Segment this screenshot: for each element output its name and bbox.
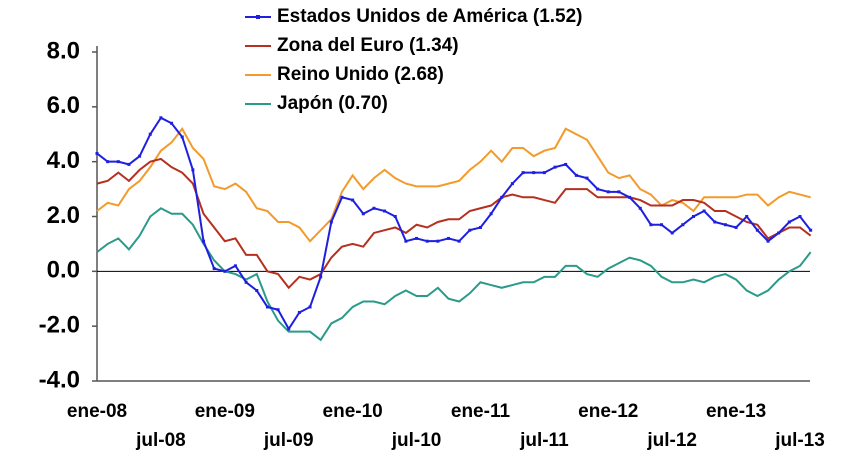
point-marker — [681, 223, 685, 227]
point-marker — [212, 267, 216, 271]
point-marker — [340, 195, 344, 199]
legend-label: Reino Unido (2.68) — [277, 64, 444, 85]
point-marker — [755, 228, 759, 232]
point-marker — [265, 305, 269, 309]
point-marker — [564, 162, 568, 166]
point-marker — [361, 212, 365, 216]
point-marker — [393, 215, 397, 218]
point-marker — [734, 225, 738, 229]
point-marker — [404, 239, 408, 243]
point-marker — [489, 212, 493, 216]
point-marker — [202, 239, 206, 243]
point-marker — [532, 171, 536, 175]
point-marker — [500, 195, 504, 199]
legend-label: Estados Unidos de América (1.52) — [277, 6, 583, 27]
point-marker — [415, 236, 419, 240]
point-marker — [170, 121, 174, 125]
point-marker — [553, 165, 557, 169]
point-marker — [223, 269, 227, 273]
legend-marker — [256, 15, 260, 19]
point-marker — [766, 239, 770, 243]
point-marker — [180, 135, 184, 139]
y-tick-label: -4.0 — [39, 366, 80, 393]
x-tick-label: ene-11 — [451, 401, 511, 422]
series-line — [96, 116, 812, 331]
x-tick-label: jul-11 — [519, 430, 569, 451]
point-marker — [468, 228, 472, 232]
point-marker — [606, 190, 610, 194]
point-marker — [329, 220, 333, 224]
x-tick-label: jul-09 — [263, 430, 314, 451]
point-marker — [148, 132, 152, 136]
legend-label: Zona del Euro (1.34) — [277, 35, 459, 56]
point-marker — [191, 168, 195, 172]
point-marker — [425, 239, 429, 243]
point-marker — [457, 239, 461, 243]
x-tick-label: ene-12 — [578, 401, 638, 422]
point-marker — [649, 223, 653, 227]
point-marker — [638, 206, 642, 210]
point-marker — [702, 209, 706, 213]
y-tick-label: 2.0 — [47, 202, 80, 229]
point-marker — [383, 209, 387, 213]
y-tick-label: 4.0 — [47, 147, 80, 174]
point-marker — [244, 280, 248, 284]
point-marker — [723, 223, 727, 227]
point-marker — [233, 264, 237, 268]
point-marker — [521, 171, 525, 175]
point-marker — [436, 239, 440, 243]
y-tick-label: 6.0 — [47, 92, 80, 119]
x-tick-label: jul-08 — [135, 430, 186, 451]
point-marker — [585, 176, 589, 180]
x-tick-label: jul-13 — [774, 430, 825, 451]
y-tick-label: 8.0 — [47, 37, 80, 64]
point-marker — [276, 308, 280, 312]
point-marker — [787, 220, 791, 224]
point-marker — [447, 236, 450, 240]
point-marker — [138, 154, 142, 158]
point-marker — [127, 162, 131, 166]
x-tick-label: ene-08 — [67, 401, 127, 422]
point-marker — [319, 275, 323, 279]
series-line — [96, 126, 811, 243]
point-marker — [617, 190, 621, 194]
y-tick-label: -2.0 — [39, 312, 80, 339]
series-line — [96, 157, 812, 290]
point-marker — [351, 198, 355, 202]
point-marker — [628, 195, 632, 199]
x-tick-label: ene-09 — [195, 401, 255, 422]
point-marker — [777, 231, 781, 235]
point-marker — [574, 173, 578, 177]
x-tick-label: ene-10 — [323, 401, 383, 422]
point-marker — [287, 327, 291, 331]
point-marker — [542, 171, 546, 175]
point-marker — [106, 160, 110, 164]
x-tick-label: jul-12 — [646, 430, 697, 451]
point-marker — [297, 310, 301, 314]
point-marker — [510, 182, 514, 186]
point-marker — [159, 116, 163, 120]
series-line — [96, 207, 812, 342]
point-marker — [691, 215, 695, 218]
point-marker — [745, 215, 749, 218]
legend-label: Japón (0.70) — [277, 93, 388, 114]
point-marker — [809, 228, 813, 232]
point-marker — [798, 215, 802, 218]
point-marker — [116, 160, 120, 164]
point-marker — [713, 220, 717, 224]
point-marker — [308, 305, 312, 309]
point-marker — [372, 206, 376, 210]
point-marker — [478, 225, 482, 229]
y-tick-label: 0.0 — [47, 257, 80, 284]
x-tick-label: ene-13 — [706, 401, 766, 422]
point-marker — [670, 231, 674, 235]
point-marker — [660, 223, 664, 227]
x-tick-label: jul-10 — [391, 430, 442, 451]
point-marker — [596, 187, 600, 191]
point-marker — [255, 289, 259, 293]
point-marker — [95, 151, 99, 155]
